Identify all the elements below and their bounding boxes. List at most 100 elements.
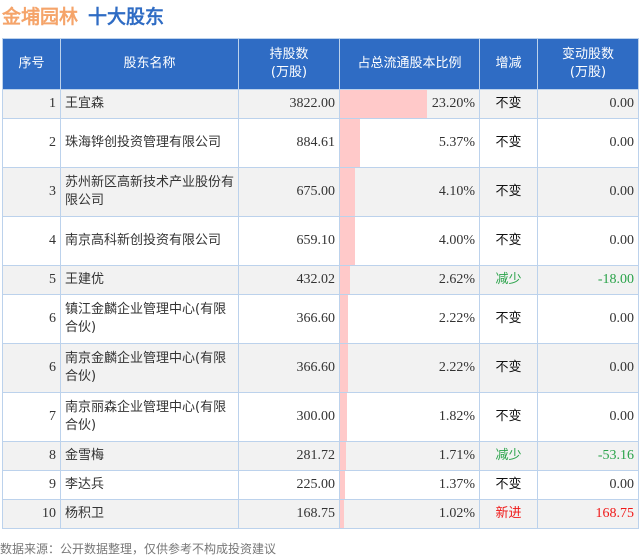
change-status: 不变: [479, 392, 538, 442]
ratio-text: 4.00%: [438, 233, 475, 248]
shares-cell: 168.75: [238, 499, 340, 529]
change-shares: 0.00: [537, 167, 639, 217]
ratio-bar: [340, 500, 344, 528]
ratio-bar: [340, 217, 356, 265]
company-name: 金埔园林: [2, 6, 79, 28]
ratio-cell: 4.00%: [339, 216, 480, 266]
change-status: 不变: [479, 89, 538, 119]
shareholder-name: 李达兵: [60, 470, 239, 500]
table-row: 6 南京金麟企业管理中心(有限合伙) 366.60 2.22% 不变 0.00: [2, 343, 639, 393]
shareholder-name: 金雪梅: [60, 441, 239, 471]
change-shares: -53.16: [537, 441, 639, 471]
change-status: 减少: [479, 265, 538, 295]
title-subtitle: 十大股东: [88, 6, 165, 28]
rank-cell: 7: [2, 392, 61, 442]
column-header: 股东名称: [60, 38, 239, 90]
table-row: 4 南京高科新创投资有限公司 659.10 4.00% 不变 0.00: [2, 216, 639, 266]
ratio-text: 2.22%: [438, 311, 475, 326]
change-status: 不变: [479, 470, 538, 500]
shares-cell: 675.00: [238, 167, 340, 217]
ratio-cell: 2.62%: [339, 265, 480, 295]
rank-cell: 9: [2, 470, 61, 500]
table-row: 6 镇江金麟企业管理中心(有限合伙) 366.60 2.22% 不变 0.00: [2, 294, 639, 344]
change-shares: 0.00: [537, 118, 639, 168]
ratio-text: 2.62%: [438, 272, 475, 287]
shares-cell: 225.00: [238, 470, 340, 500]
ratio-cell: 1.71%: [339, 441, 480, 471]
rank-cell: 8: [2, 441, 61, 471]
change-status: 不变: [479, 167, 538, 217]
ratio-bar: [340, 471, 346, 499]
ratio-cell: 5.37%: [339, 118, 480, 168]
change-shares: 0.00: [537, 216, 639, 266]
ratio-bar: [340, 119, 361, 167]
rank-cell: 6: [2, 294, 61, 344]
ratio-bar: [340, 344, 349, 392]
shares-cell: 366.60: [238, 294, 340, 344]
change-status: 不变: [479, 294, 538, 344]
shares-cell: 3822.00: [238, 89, 340, 119]
rank-cell: 4: [2, 216, 61, 266]
table-row: 10 杨积卫 168.75 1.02% 新进 168.75: [2, 499, 639, 529]
rank-cell: 1: [2, 89, 61, 119]
shareholder-name: 杨积卫: [60, 499, 239, 529]
column-header: 增减: [479, 38, 538, 90]
change-status: 不变: [479, 118, 538, 168]
ratio-cell: 1.02%: [339, 499, 480, 529]
shareholder-name: 苏州新区高新技术产业股份有限公司: [60, 167, 239, 217]
rank-cell: 3: [2, 167, 61, 217]
column-header: 变动股数 (万股): [537, 38, 639, 90]
change-shares: 0.00: [537, 392, 639, 442]
change-shares: -18.00: [537, 265, 639, 295]
change-shares: 0.00: [537, 89, 639, 119]
change-status: 新进: [479, 499, 538, 529]
ratio-cell: 2.22%: [339, 294, 480, 344]
shareholder-name: 镇江金麟企业管理中心(有限合伙): [60, 294, 239, 344]
ratio-bar: [340, 90, 428, 118]
shareholder-name: 南京金麟企业管理中心(有限合伙): [60, 343, 239, 393]
ratio-bar: [340, 442, 347, 470]
change-shares: 0.00: [537, 343, 639, 393]
shares-cell: 281.72: [238, 441, 340, 471]
ratio-text: 2.22%: [438, 360, 475, 375]
ratio-cell: 23.20%: [339, 89, 480, 119]
rank-cell: 2: [2, 118, 61, 168]
rank-cell: 5: [2, 265, 61, 295]
ratio-cell: 2.22%: [339, 343, 480, 393]
footer-note: 数据来源：公开数据整理，仅供参考不构成投资建议: [0, 542, 277, 556]
ratio-cell: 1.82%: [339, 392, 480, 442]
rank-cell: 10: [2, 499, 61, 529]
shares-cell: 884.61: [238, 118, 340, 168]
change-shares: 0.00: [537, 470, 639, 500]
ratio-text: 1.71%: [438, 448, 475, 463]
shareholder-name: 南京高科新创投资有限公司: [60, 216, 239, 266]
shares-cell: 659.10: [238, 216, 340, 266]
change-status: 不变: [479, 216, 538, 266]
ratio-bar: [340, 393, 347, 441]
column-header: 持股数 (万股): [238, 38, 340, 90]
ratio-text: 1.37%: [438, 477, 475, 492]
rank-cell: 6: [2, 343, 61, 393]
table-row: 3 苏州新区高新技术产业股份有限公司 675.00 4.10% 不变 0.00: [2, 167, 639, 217]
shareholder-name: 珠海铧创投资管理有限公司: [60, 118, 239, 168]
change-shares: 168.75: [537, 499, 639, 529]
table-row: 2 珠海铧创投资管理有限公司 884.61 5.37% 不变 0.00: [2, 118, 639, 168]
table-row: 7 南京丽森企业管理中心(有限合伙) 300.00 1.82% 不变 0.00: [2, 392, 639, 442]
column-header: 占总流通股本比例: [339, 38, 480, 90]
ratio-cell: 1.37%: [339, 470, 480, 500]
shareholders-table: 序号 股东名称 持股数 (万股) 占总流通股本比例 增减 变动股数 (万股) 1 王宜森 …: [2, 38, 639, 529]
shareholder-name: 王宜森: [60, 89, 239, 119]
shareholder-name: 南京丽森企业管理中心(有限合伙): [60, 392, 239, 442]
shares-cell: 432.02: [238, 265, 340, 295]
shareholder-name: 王建优: [60, 265, 239, 295]
ratio-bar: [340, 168, 356, 216]
ratio-text: 23.20%: [431, 96, 475, 111]
column-header: 序号: [2, 38, 61, 90]
page-title: 金埔园林 十大股东: [2, 2, 164, 29]
ratio-bar: [340, 295, 349, 343]
table-row: 8 金雪梅 281.72 1.71% 减少 -53.16: [2, 441, 639, 471]
ratio-text: 5.37%: [438, 135, 475, 150]
ratio-bar: [340, 266, 350, 294]
ratio-text: 4.10%: [438, 184, 475, 199]
change-status: 减少: [479, 441, 538, 471]
